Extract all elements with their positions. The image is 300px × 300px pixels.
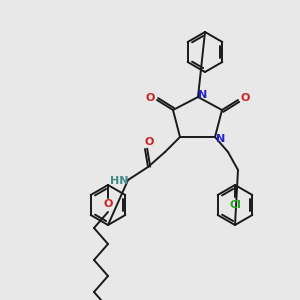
Text: HN: HN: [110, 176, 128, 186]
Text: O: O: [144, 137, 154, 147]
Text: O: O: [103, 199, 113, 209]
Text: O: O: [145, 93, 155, 103]
Text: N: N: [216, 134, 226, 144]
Text: N: N: [198, 90, 208, 100]
Text: Cl: Cl: [229, 200, 241, 210]
Text: O: O: [240, 93, 250, 103]
